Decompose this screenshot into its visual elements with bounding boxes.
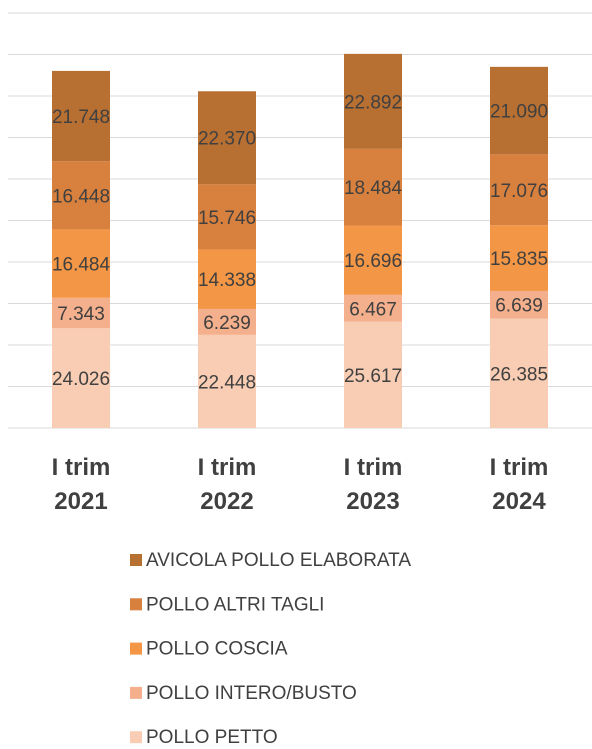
- data-label: 17.076: [490, 181, 548, 202]
- bar-segment: [52, 297, 110, 329]
- data-label: 6.239: [203, 313, 251, 334]
- data-label: 22.448: [198, 372, 256, 393]
- bar-segment: [490, 225, 548, 291]
- data-label: 14.338: [198, 270, 256, 291]
- bar-segment: [198, 184, 256, 250]
- bar-segment: [344, 53, 402, 149]
- bar-segment: [490, 290, 548, 319]
- legend-swatch: [130, 554, 142, 566]
- data-label: 7.343: [57, 304, 105, 325]
- bar-segment: [52, 328, 110, 428]
- legend-label: POLLO ALTRI TAGLI: [146, 594, 324, 615]
- bar-segment: [490, 66, 548, 155]
- bar-segment: [490, 318, 548, 428]
- legend-label: POLLO PETTO: [146, 727, 278, 748]
- legend-label: POLLO INTERO/BUSTO: [146, 683, 357, 704]
- legend-swatch: [130, 598, 142, 611]
- bar-segment: [344, 321, 402, 428]
- bar-segment: [198, 249, 256, 309]
- data-label: 6.639: [495, 296, 543, 317]
- legend-label: POLLO COSCIA: [146, 639, 288, 660]
- data-label: 16.448: [52, 186, 110, 207]
- bar-segment: [198, 91, 256, 185]
- bar-segment: [198, 334, 256, 428]
- data-label: 15.835: [490, 249, 548, 270]
- data-label: 18.484: [344, 178, 403, 199]
- legend-swatch: [130, 642, 142, 655]
- x-tick-label: I trim 2023: [343, 454, 403, 515]
- data-label: 22.370: [198, 129, 256, 150]
- x-tick-label: I trim 2021: [51, 454, 111, 515]
- data-label: 21.748: [52, 107, 110, 128]
- bar-segment: [490, 154, 548, 226]
- bar-segment: [52, 161, 110, 230]
- data-label: 26.385: [490, 364, 548, 385]
- data-label: 15.746: [198, 208, 256, 229]
- x-tick-label: I trim 2022: [197, 454, 257, 515]
- legend-swatch: [130, 686, 142, 699]
- bar-segment: [52, 70, 110, 162]
- bar-segment: [344, 148, 402, 226]
- x-tick-label: I trim 2024: [489, 454, 549, 515]
- legend-swatch: [130, 731, 142, 744]
- data-label: 6.467: [349, 299, 397, 320]
- data-label: 25.617: [344, 366, 402, 387]
- data-label: 16.696: [344, 251, 402, 272]
- data-label: 21.090: [490, 102, 548, 123]
- bar-segment: [344, 294, 402, 322]
- legend-label: AVICOLA POLLO ELABORATA: [146, 550, 411, 571]
- bar-segment: [52, 229, 110, 298]
- bar-segment: [344, 225, 402, 295]
- bar-segment: [198, 308, 256, 335]
- data-label: 24.026: [52, 369, 110, 390]
- data-label: 16.484: [52, 255, 111, 276]
- data-label: 22.892: [344, 92, 402, 113]
